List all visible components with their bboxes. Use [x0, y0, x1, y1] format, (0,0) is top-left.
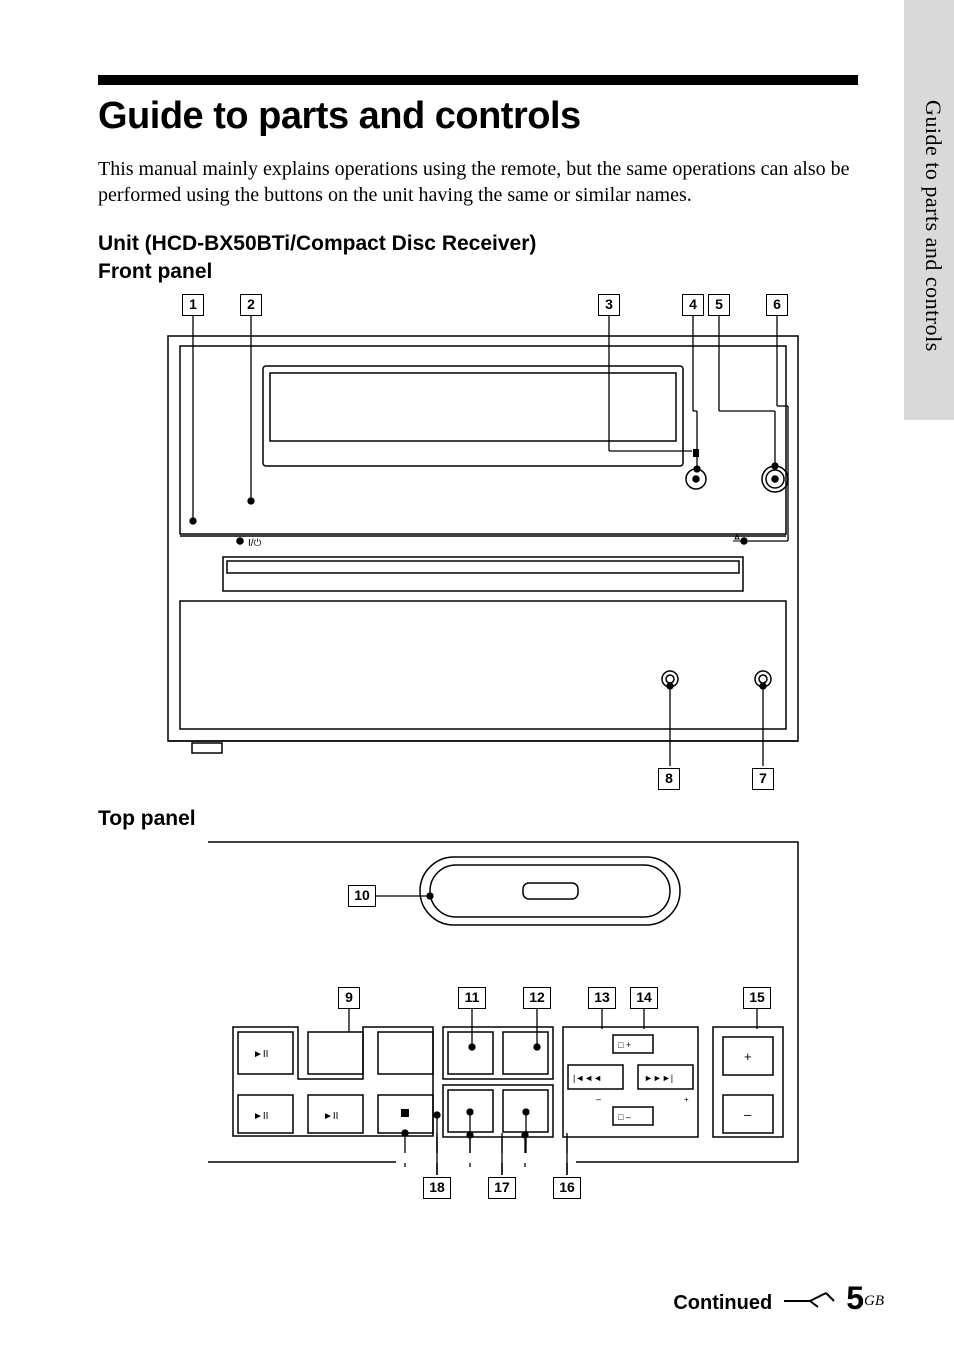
svg-text:+: + — [744, 1049, 752, 1064]
unit-heading: Unit (HCD-BX50BTi/Compact Disc Receiver)… — [98, 230, 858, 287]
svg-text:►II: ►II — [253, 1111, 268, 1122]
callout-7: 7 — [752, 768, 774, 790]
top-panel-svg: ►II □ + |◄◄◄ – ►►►| + □ – — [148, 837, 848, 1217]
callout-14: 14 — [630, 987, 658, 1009]
intro-text: This manual mainly explains operations u… — [98, 156, 858, 208]
footer: Continued 5GB — [673, 1280, 884, 1317]
svg-text:►►►|: ►►►| — [644, 1073, 673, 1083]
continued-arrow-icon — [782, 1287, 836, 1309]
page-number: 5 — [846, 1280, 864, 1316]
callout-10: 10 — [348, 885, 376, 907]
callout-1: 1 — [182, 294, 204, 316]
callout-9: 9 — [338, 987, 360, 1009]
svg-text:►II: ►II — [323, 1111, 338, 1122]
front-panel-svg: I/⏻ — [148, 291, 848, 801]
svg-text:–: – — [596, 1094, 601, 1104]
callout-17: 17 — [488, 1177, 516, 1199]
callout-6: 6 — [766, 294, 788, 316]
callout-5: 5 — [708, 294, 730, 316]
top-panel-diagram: 10 9 11 12 13 14 15 18 17 16 ►II — [148, 837, 858, 1217]
callout-16: 16 — [553, 1177, 581, 1199]
svg-text:|◄◄◄: |◄◄◄ — [573, 1073, 602, 1083]
unit-heading-line1: Unit (HCD-BX50BTi/Compact Disc Receiver) — [98, 232, 536, 255]
svg-text:+: + — [684, 1095, 689, 1104]
continued-text: Continued — [673, 1292, 772, 1315]
front-panel-diagram: 1 2 3 4 5 6 8 7 I/⏻ — [148, 291, 858, 801]
callout-13: 13 — [588, 987, 616, 1009]
svg-text:I/⏻: I/⏻ — [248, 538, 262, 549]
main-title: Guide to parts and controls — [98, 95, 858, 138]
callout-12: 12 — [523, 987, 551, 1009]
unit-heading-line2: Front panel — [98, 260, 212, 283]
callout-2: 2 — [240, 294, 262, 316]
title-rule — [98, 75, 858, 85]
callout-3: 3 — [598, 294, 620, 316]
top-panel-heading: Top panel — [98, 805, 858, 833]
svg-text:□ +: □ + — [618, 1040, 631, 1050]
svg-text:►II: ►II — [253, 1049, 268, 1060]
callout-18: 18 — [423, 1177, 451, 1199]
callout-4: 4 — [682, 294, 704, 316]
callout-11: 11 — [458, 987, 486, 1009]
svg-text:□ –: □ – — [618, 1112, 631, 1122]
svg-text:–: – — [744, 1107, 752, 1122]
callout-15: 15 — [743, 987, 771, 1009]
page-content: Guide to parts and controls This manual … — [98, 75, 858, 1217]
callout-8: 8 — [658, 768, 680, 790]
page-suffix: GB — [864, 1293, 884, 1309]
side-tab-text: Guide to parts and controls — [920, 100, 946, 352]
